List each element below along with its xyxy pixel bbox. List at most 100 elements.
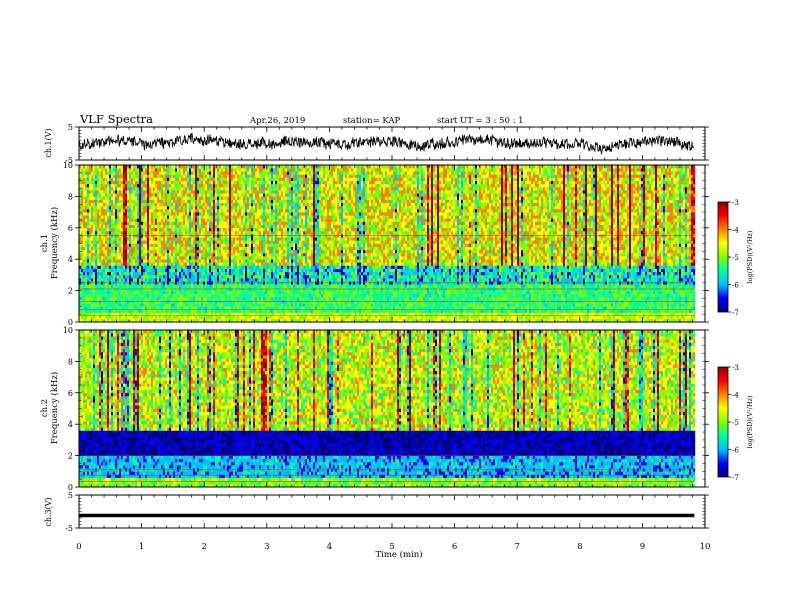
ch1-spectrogram-cell [191, 221, 194, 225]
ch1-spectrogram-cell [195, 274, 198, 279]
ch1-spectrogram-cell [187, 259, 190, 263]
ch1-spectrogram-cell [169, 190, 172, 194]
ch1-spectrogram-cell [215, 221, 218, 225]
ch1-spectrogram-cell [81, 190, 84, 194]
ch1-spectrogram-cell [253, 290, 256, 295]
ch1-spectrogram-cell [129, 180, 132, 185]
ch1-spectrogram-cell [223, 196, 226, 200]
ch1-spectrogram-cell [147, 180, 150, 185]
ch1-spectrogram-cell [93, 171, 96, 175]
ch1-spectrogram-cell [151, 230, 154, 235]
ch1-spectrogram-cell [243, 205, 246, 210]
ch1-spectrogram-cell [173, 212, 176, 216]
ch1-spectrogram-cell [193, 193, 196, 197]
ch1-spectrogram-cell [101, 271, 104, 276]
ch1-spectrogram-cell [199, 230, 202, 235]
ch1-spectrogram-cell [203, 271, 206, 276]
ch1-spectrogram-cell [235, 224, 238, 229]
ch1-spectrogram-cell [201, 215, 204, 219]
ch1-spectrogram-cell [269, 249, 272, 254]
ch1-spectrogram-cell [221, 218, 224, 222]
ch1-spectrogram-cell [155, 208, 158, 213]
ch1-spectrogram-cell [191, 174, 194, 178]
ch1-spectrogram-cell [147, 284, 150, 288]
ch1-spectrogram-cell [173, 177, 176, 181]
ch1-spectrogram-cell [179, 315, 182, 320]
ch1-spectrogram-cell [89, 171, 92, 175]
ch1-spectrogram-cell [129, 218, 132, 222]
ch1-spectrogram-cell [119, 199, 122, 203]
ch1-spectrogram-cell [247, 218, 250, 222]
ch1-spectrogram-cell [117, 215, 120, 219]
ch1-spectrogram-cell [251, 224, 254, 229]
ch1-spectrogram-cell [267, 183, 270, 188]
ch1-spectrogram-cell [259, 243, 262, 247]
ch1-spectrogram-cell [175, 205, 178, 210]
ch1-spectrogram-cell [217, 230, 220, 235]
ch1-spectrogram-cell [159, 205, 162, 210]
ch1-spectrogram-cell [147, 196, 150, 200]
ch1-spectrogram-cell [161, 180, 164, 185]
ch1-spectrogram-cell [129, 224, 132, 229]
ch1-spectrogram-cell [193, 252, 196, 257]
ch1-spectrogram-cell [175, 208, 178, 213]
ch1-spectrogram-cell [215, 171, 218, 175]
ch1-spectrogram-cell [265, 296, 268, 301]
ch1-spectrogram-cell [185, 303, 188, 307]
ch1-spectrogram-cell [125, 165, 128, 169]
ch1-spectrogram-cell [211, 171, 214, 175]
ch1-spectrogram-cell [269, 218, 272, 222]
ch1-spectrogram-cell [195, 186, 198, 191]
ch1-spectrogram-cell [195, 318, 198, 322]
ch1-spectrogram-cell [99, 284, 102, 288]
ch1-spectrogram-cell [195, 237, 198, 241]
ch1-spectrogram-cell [111, 284, 114, 288]
ch1-spectrogram-cell [251, 237, 254, 241]
ch1-spectrogram-cell [197, 290, 200, 295]
ch1-spectrogram-cell [223, 306, 226, 310]
ch1-spectrogram-cell [147, 315, 150, 320]
ch1-spectrogram-cell [105, 215, 108, 219]
ch1-spectrogram-cell [243, 312, 246, 317]
ch1-spectrogram-cell [111, 180, 114, 185]
ch1-spectrogram-cell [173, 309, 176, 313]
ch1-spectrogram-cell [131, 252, 134, 257]
ch1-spectrogram-cell [113, 265, 116, 269]
ch1-spectrogram-cell [215, 309, 218, 313]
ch1-spectrogram-cell [89, 312, 92, 317]
ch1-spectrogram-cell [143, 278, 146, 282]
ch1-spectrogram-cell [89, 186, 92, 191]
ch1-spectrogram-cell [111, 240, 114, 244]
ch1-spectrogram-cell [207, 215, 210, 219]
ch1-spectrogram-cell [191, 259, 194, 263]
ch1-spectrogram-cell [237, 230, 240, 235]
ch1-spectrogram-cell [203, 230, 206, 235]
ch1-spectrogram-cell [91, 186, 94, 191]
ch1-spectrogram-cell [91, 306, 94, 310]
ch1-spectrogram-cell [181, 199, 184, 203]
ch1-spectrogram-cell [239, 183, 242, 188]
ch1-spectrogram-cell [203, 171, 206, 175]
ch1-spectrogram-cell [97, 168, 100, 172]
ch1-spectrogram-cell [211, 221, 214, 225]
ch1-spectrogram-cell [197, 246, 200, 251]
ch1-spectrogram-cell [157, 309, 160, 313]
ch1-spectrogram-cell [219, 249, 222, 254]
ch1-spectrogram-cell [131, 237, 134, 241]
ch1-spectrogram-cell [99, 268, 102, 273]
ch1-spectrogram-cell [155, 309, 158, 313]
ch1-spectrogram-cell [127, 171, 130, 175]
ch1-spectrogram-cell [215, 293, 218, 298]
ch1-spectrogram-cell [169, 293, 172, 298]
ch1-spectrogram-cell [161, 224, 164, 229]
ch1-spectrogram-cell [245, 193, 248, 197]
ch1-spectrogram-cell [249, 208, 252, 213]
ch1-spectrogram-cell [83, 290, 86, 295]
ch1-spectrogram-cell [121, 196, 124, 200]
ch1-spectrogram-cell [209, 230, 212, 235]
ch1-spectrogram-cell [237, 180, 240, 185]
ch1-spectrogram-cell [99, 290, 102, 295]
ch1-spectrogram-cell [87, 205, 90, 210]
ch1-spectrogram-cell [113, 218, 116, 222]
ch1-spectrogram-cell [169, 312, 172, 317]
